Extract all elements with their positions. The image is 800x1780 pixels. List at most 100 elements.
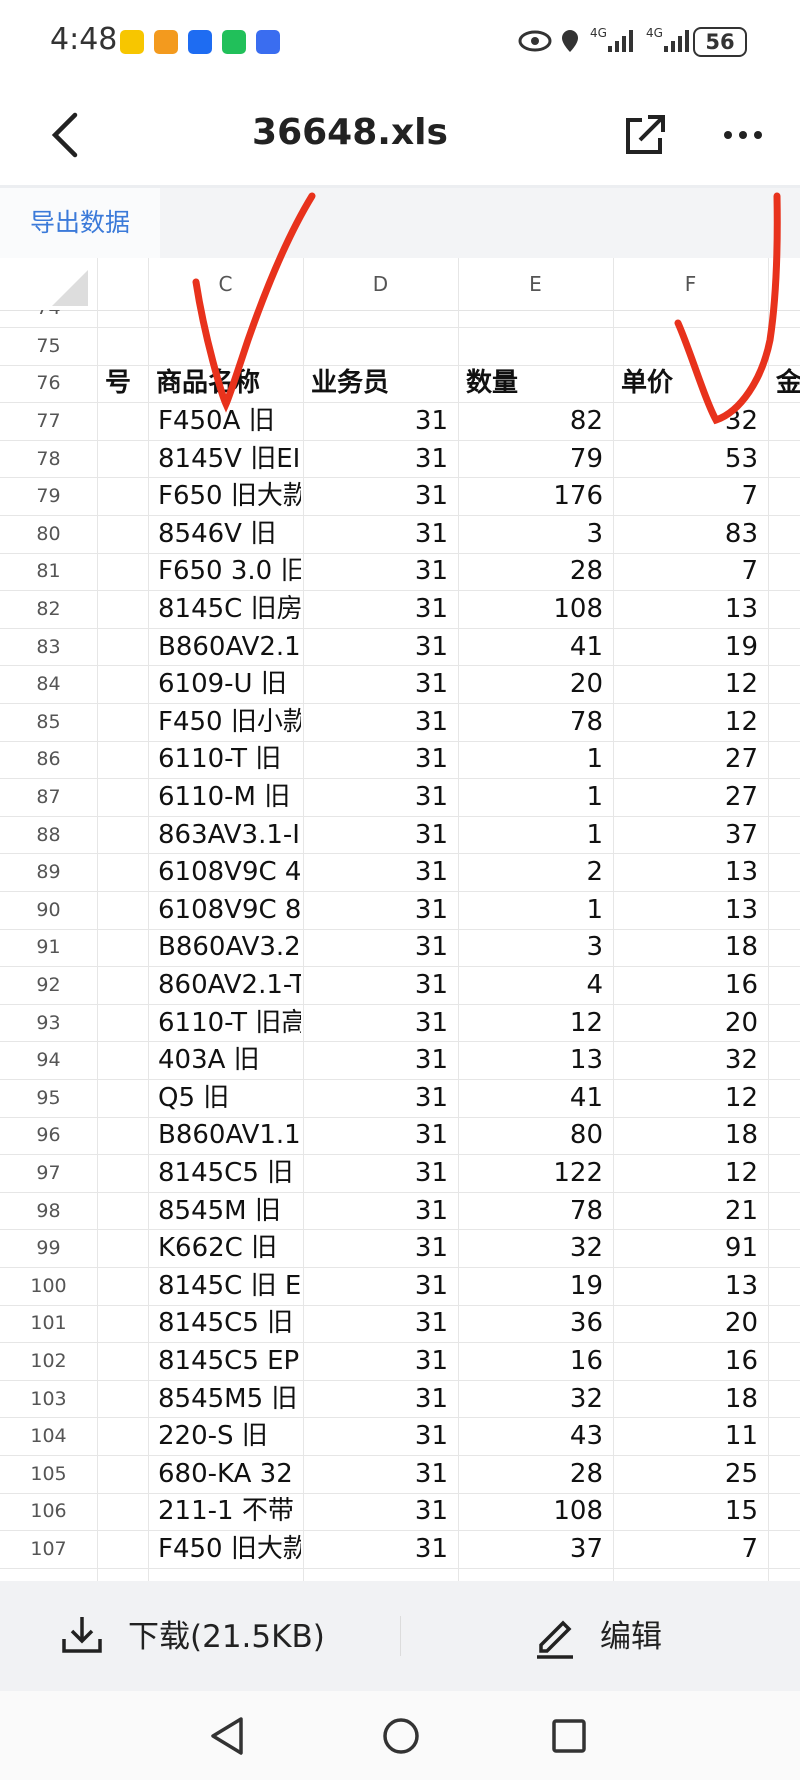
row-divider <box>0 1116 800 1118</box>
number-cell: 31 <box>414 1346 448 1376</box>
row-divider <box>0 1492 800 1494</box>
number-cell: 41 <box>569 1082 603 1113</box>
row-divider <box>0 778 800 780</box>
battery: 56 <box>693 27 747 57</box>
product-name-cell: 211-1 不带 <box>158 1496 294 1527</box>
export-button[interactable]: 导出数据 <box>0 188 160 258</box>
number-cell: 31 <box>414 706 448 737</box>
column-divider <box>97 310 98 1581</box>
download-button[interactable]: 下载(21.5KB) <box>128 1619 325 1655</box>
number-cell: 12 <box>724 1082 758 1113</box>
number-cell: 4 <box>586 970 603 1000</box>
signal <box>664 30 689 52</box>
number-cell: 82 <box>569 406 603 436</box>
row-divider <box>0 815 800 817</box>
edit-button[interactable]: 编辑 <box>600 1619 662 1655</box>
column-divider <box>458 258 459 310</box>
number-cell: 31 <box>414 782 448 812</box>
back-button[interactable] <box>45 110 85 160</box>
product-name-cell: F650 旧大款 <box>158 481 301 512</box>
row-number: 92 <box>36 974 61 996</box>
product-name-cell: K662C 旧 <box>158 1233 278 1264</box>
more-button[interactable] <box>720 125 770 145</box>
number-cell: 11 <box>724 1421 758 1452</box>
column-divider <box>458 310 459 1581</box>
number-cell: 31 <box>414 1383 448 1414</box>
app-icons <box>120 30 280 54</box>
row-divider <box>0 327 800 328</box>
product-name-cell: 6108V9C 8 <box>158 894 301 925</box>
number-cell: 20 <box>569 669 603 700</box>
number-cell: 13 <box>724 857 758 888</box>
number-cell: 28 <box>569 1458 603 1489</box>
row-number: 82 <box>36 598 61 620</box>
row-number: 100 <box>30 1274 67 1297</box>
row-number: 76 <box>36 372 61 395</box>
number-cell: 31 <box>414 932 448 963</box>
row-number: 83 <box>36 635 61 658</box>
product-name-cell: 8545M5 旧 <box>158 1383 298 1414</box>
number-cell: 41 <box>569 631 603 662</box>
system-nav <box>0 1691 800 1780</box>
number-cell: 31 <box>414 1496 448 1527</box>
number-cell: 16 <box>724 970 758 1000</box>
number-cell: 32 <box>569 1233 603 1264</box>
row-number: 95 <box>36 1086 61 1109</box>
product-name-cell: 6109-U 旧 <box>158 669 287 700</box>
product-name-cell: 8145C5 旧 <box>158 1308 294 1339</box>
row-divider <box>0 1530 800 1532</box>
number-cell: 31 <box>414 1045 448 1076</box>
number-cell: 31 <box>414 894 448 925</box>
product-name-cell: 220-S 旧 <box>158 1421 268 1452</box>
column-divider <box>303 310 304 1581</box>
number-cell: 13 <box>724 594 758 624</box>
product-name-cell: B860AV3.2 <box>158 932 301 963</box>
number-cell: 91 <box>724 1233 758 1264</box>
row-divider <box>0 928 800 930</box>
column-divider <box>303 258 304 310</box>
row-number: 103 <box>30 1387 67 1410</box>
number-cell: 31 <box>414 443 448 474</box>
number-cell: 108 <box>553 1496 603 1527</box>
product-name-cell: 8145C5 旧 <box>158 1158 294 1188</box>
row-divider <box>0 1003 800 1005</box>
row-number: 85 <box>36 710 61 733</box>
number-cell: 37 <box>569 1534 603 1564</box>
number-cell: 79 <box>569 443 603 474</box>
row-number: 89 <box>36 861 61 884</box>
number-cell: 78 <box>569 706 603 737</box>
row-divider <box>0 1417 800 1419</box>
number-cell: 7 <box>741 556 758 587</box>
row-number: 84 <box>36 673 61 696</box>
product-name-cell: 8145C 旧 E <box>158 1270 301 1301</box>
number-cell: 15 <box>724 1496 758 1527</box>
number-cell: 3 <box>586 518 603 549</box>
row-number: 106 <box>30 1500 67 1523</box>
row-number: 80 <box>36 522 61 545</box>
number-cell: 31 <box>414 481 448 512</box>
file-title: 36648.xls <box>252 112 448 153</box>
row-divider <box>0 966 800 968</box>
number-cell: 18 <box>724 1120 758 1151</box>
row-number: 78 <box>36 447 61 470</box>
row-number: 88 <box>36 823 61 846</box>
row-number: 91 <box>36 936 61 959</box>
row-number: 90 <box>36 898 61 921</box>
number-cell: 43 <box>569 1421 603 1452</box>
row-number: 87 <box>36 786 61 808</box>
column-letter: D <box>372 272 389 296</box>
row-divider <box>0 590 800 592</box>
column-divider <box>613 310 614 1581</box>
row-divider <box>0 439 800 441</box>
column-divider <box>97 258 98 310</box>
number-cell: 27 <box>724 782 758 812</box>
product-name-cell: 8145C 旧房 <box>158 594 301 624</box>
share-button[interactable] <box>622 112 668 158</box>
number-cell: 31 <box>414 406 448 436</box>
product-name-cell: 6110-T 旧高 <box>158 1007 301 1038</box>
product-name-cell: F650 3.0 旧 <box>158 556 301 587</box>
row-divider <box>0 703 800 704</box>
product-name-cell: B860AV2.1 <box>158 631 301 662</box>
number-cell: 53 <box>724 443 758 474</box>
